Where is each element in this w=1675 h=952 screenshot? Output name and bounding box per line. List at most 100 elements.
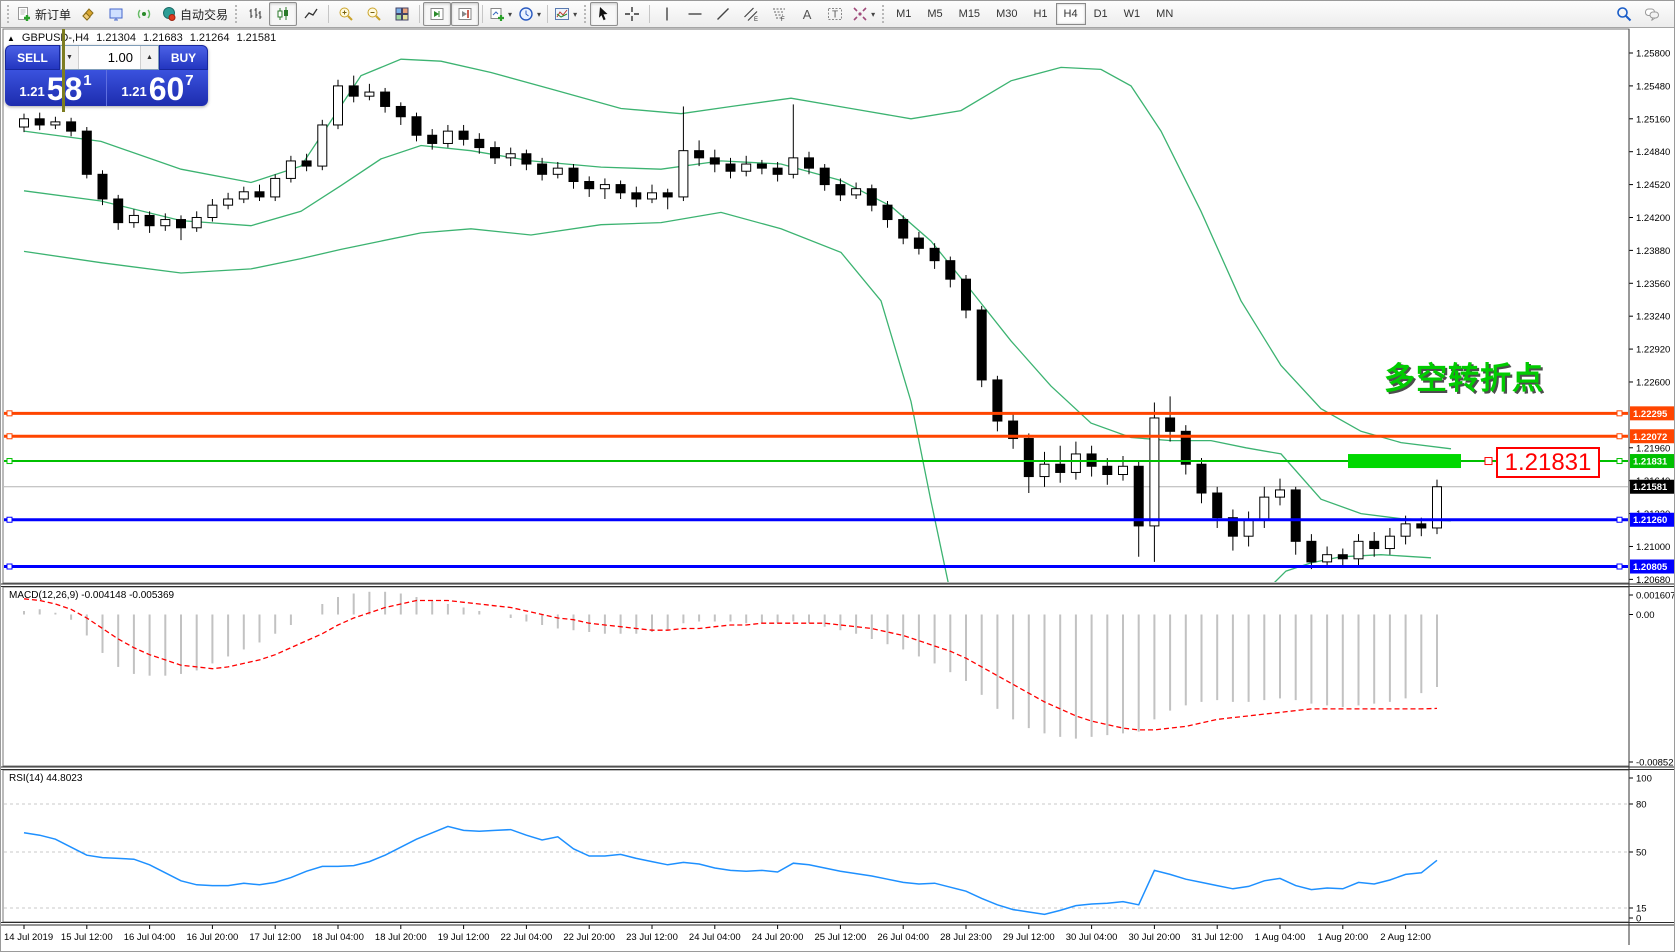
toolbar-grip[interactable] — [882, 5, 885, 23]
candle-body — [1165, 417, 1176, 432]
indicators-button[interactable]: ▾ — [551, 2, 580, 26]
candle-body — [882, 204, 893, 221]
tile-windows-button[interactable] — [388, 2, 416, 26]
price-axis[interactable]: 1.25800 1.25480 1.25160 1.24840 1.24520 1.242… — [1629, 49, 1675, 586]
macd-signal-line — [23, 598, 1438, 731]
price-callout-box[interactable]: 1.21831 — [1496, 447, 1600, 478]
candle-body — [1008, 420, 1019, 440]
line-chart-mode-button[interactable] — [297, 2, 325, 26]
autoscroll-button[interactable] — [423, 2, 452, 26]
market-watch-button[interactable] — [102, 2, 130, 26]
axis-price-flag — [1630, 406, 1674, 421]
candle-body — [1369, 540, 1380, 550]
autotrade-button[interactable]: 自动交易 — [158, 2, 231, 26]
dropdown-arrow-icon: ▾ — [508, 9, 513, 19]
hline-handle[interactable] — [1616, 433, 1623, 440]
time-axis[interactable]: 14 Jul 2019 15 Jul 12:00 16 Jul 04:00 16 Ju… — [4, 925, 1431, 943]
ohlc-high: 1.21683 — [142, 32, 183, 44]
eraser-button[interactable] — [74, 2, 102, 26]
candlestick-mode-button[interactable] — [269, 2, 298, 26]
hline-handle[interactable] — [6, 433, 13, 440]
hline-handle[interactable] — [1616, 410, 1623, 417]
timeframe-w1[interactable]: W1 — [1123, 8, 1141, 20]
label-tool-button[interactable]: T — [821, 2, 849, 26]
timeframe-mn[interactable]: MN — [1156, 8, 1174, 20]
timeframe-m15[interactable]: M15 — [958, 8, 981, 20]
candle-body — [678, 150, 689, 198]
candle-body — [804, 157, 814, 169]
volume-increase-button[interactable]: ▲ — [140, 46, 158, 69]
candle-body — [207, 204, 218, 218]
timeframe-h1[interactable]: H1 — [1033, 8, 1048, 20]
candle-body — [1243, 519, 1254, 537]
hline-handle[interactable] — [6, 458, 13, 465]
indicators-icon — [555, 8, 570, 20]
hline-handle[interactable] — [1616, 458, 1623, 465]
new-chart-icon — [490, 8, 505, 21]
periodicity-button[interactable]: ▾ — [515, 2, 544, 26]
volume-decrease-button[interactable]: ▼ — [61, 46, 79, 69]
arrows-tool-button[interactable]: ▾ — [849, 2, 878, 26]
cursor-tool-button[interactable] — [590, 2, 619, 26]
time-tick-label: 30 Jul 04:00 — [1066, 932, 1118, 943]
zoom-in-button[interactable] — [332, 2, 360, 26]
buy-price[interactable]: 1.21 60 7 — [107, 70, 208, 106]
toolbar-grip[interactable] — [584, 5, 587, 23]
new-chart-button[interactable]: ▾ — [486, 2, 515, 26]
hline-handle[interactable] — [1616, 516, 1623, 523]
toolbar-grip[interactable] — [235, 5, 238, 23]
timeframe-m5[interactable]: M5 — [927, 8, 943, 20]
sell-price[interactable]: 1.21 58 1 — [5, 70, 107, 106]
sell-price-small: 1.21 — [19, 84, 45, 99]
timeframe-m30[interactable]: M30 — [996, 8, 1018, 20]
text-tool-button[interactable]: A — [793, 2, 821, 26]
hline-tool-button[interactable] — [681, 2, 709, 26]
volume-value[interactable]: 1.00 — [107, 50, 133, 65]
buy-price-big: 60 — [148, 71, 185, 107]
fibonacci-tool-button[interactable]: F — [765, 2, 793, 26]
hline-handle[interactable] — [6, 410, 13, 417]
time-tick-label: 22 Jul 04:00 — [501, 932, 553, 943]
new-order-button[interactable]: 新订单 — [13, 2, 74, 26]
rsi-axis-label: 100 — [1636, 774, 1652, 785]
zoom-out-button[interactable] — [360, 2, 388, 26]
time-tick-label: 2 Aug 12:00 — [1380, 932, 1431, 943]
callout-anchor-handle[interactable] — [1484, 457, 1493, 466]
timeframe-m1[interactable]: M1 — [896, 8, 912, 20]
candle-body — [1353, 540, 1364, 560]
crosshair-icon — [625, 7, 640, 21]
vline-tool-button[interactable] — [653, 2, 681, 26]
chart-shift-button[interactable] — [451, 2, 480, 26]
candle-body — [725, 163, 736, 172]
candlestick-icon — [277, 7, 289, 20]
annotation-text[interactable]: 多空转折点 — [1384, 361, 1544, 396]
buy-button[interactable]: BUY — [159, 45, 208, 70]
timeframe-h4[interactable]: H4 — [1055, 3, 1086, 25]
signal-button[interactable] — [130, 2, 158, 26]
toolbar-grip[interactable] — [7, 5, 9, 23]
candle-body — [1055, 463, 1066, 473]
vertical-line-icon — [666, 7, 668, 21]
candle-body — [474, 138, 485, 149]
sell-button[interactable]: SELL — [5, 45, 60, 70]
hline-handle[interactable] — [1616, 563, 1623, 570]
trendline-tool-button[interactable] — [709, 2, 737, 26]
vertical-line-object[interactable] — [62, 29, 65, 112]
timeframe-d1[interactable]: D1 — [1093, 8, 1108, 20]
time-tick-label: 24 Jul 04:00 — [689, 932, 741, 943]
pane-border — [2, 28, 1630, 584]
bar-chart-mode-button[interactable] — [241, 2, 269, 26]
one-click-collapse-icon[interactable]: ▲ — [7, 33, 15, 43]
rsi-line — [23, 825, 1438, 916]
candle-body — [19, 118, 29, 128]
candle-body — [819, 167, 830, 186]
highlight-zone[interactable] — [1348, 454, 1461, 469]
search-button[interactable] — [1610, 2, 1638, 26]
hline-handle[interactable] — [6, 516, 13, 523]
hline-handle[interactable] — [6, 563, 13, 570]
channel-tool-button[interactable]: E — [737, 2, 765, 26]
chat-button[interactable] — [1638, 2, 1666, 26]
crosshair-tool-button[interactable] — [618, 2, 646, 26]
candle-body — [128, 214, 139, 224]
